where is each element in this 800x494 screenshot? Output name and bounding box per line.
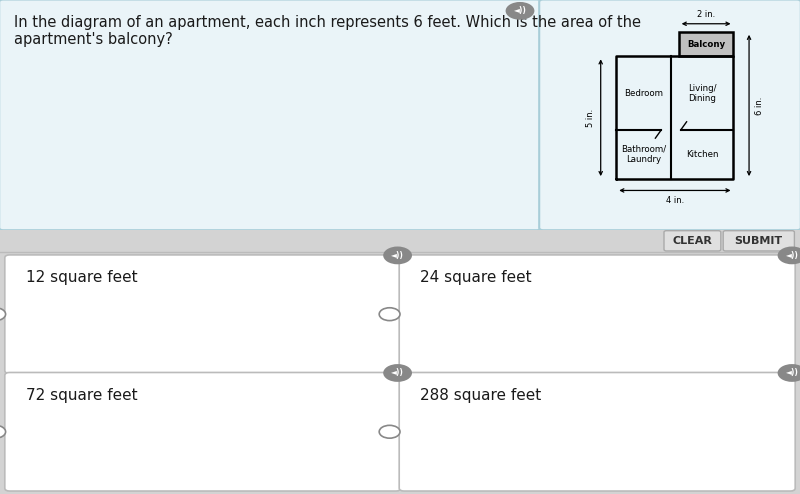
Text: Living/
Dining: Living/ Dining bbox=[688, 83, 717, 103]
FancyBboxPatch shape bbox=[539, 0, 800, 230]
FancyBboxPatch shape bbox=[664, 231, 721, 251]
Circle shape bbox=[0, 308, 6, 321]
Circle shape bbox=[778, 247, 800, 264]
Text: 288 square feet: 288 square feet bbox=[420, 388, 542, 403]
Text: Bathroom/
Laundry: Bathroom/ Laundry bbox=[621, 145, 666, 164]
Text: 2 in.: 2 in. bbox=[697, 10, 715, 19]
Circle shape bbox=[383, 247, 412, 264]
Text: ◄)): ◄)) bbox=[514, 6, 526, 15]
Text: 72 square feet: 72 square feet bbox=[26, 388, 138, 403]
Text: In the diagram of an apartment, each inch represents 6 feet. Which is the area o: In the diagram of an apartment, each inc… bbox=[14, 15, 642, 47]
Text: CLEAR: CLEAR bbox=[673, 236, 712, 246]
FancyBboxPatch shape bbox=[723, 231, 794, 251]
Text: 4 in.: 4 in. bbox=[666, 196, 684, 205]
Text: 6 in.: 6 in. bbox=[755, 96, 764, 115]
Text: SUBMIT: SUBMIT bbox=[734, 236, 783, 246]
Text: ◄)): ◄)) bbox=[786, 251, 798, 260]
FancyBboxPatch shape bbox=[0, 0, 541, 230]
FancyBboxPatch shape bbox=[5, 372, 401, 491]
Text: 24 square feet: 24 square feet bbox=[420, 270, 532, 285]
Text: ◄)): ◄)) bbox=[786, 369, 798, 377]
Bar bbox=[0, 230, 800, 252]
Text: ◄)): ◄)) bbox=[391, 369, 404, 377]
Circle shape bbox=[506, 2, 534, 20]
Text: 12 square feet: 12 square feet bbox=[26, 270, 138, 285]
FancyBboxPatch shape bbox=[5, 255, 401, 373]
Circle shape bbox=[383, 364, 412, 382]
Circle shape bbox=[379, 308, 400, 321]
Circle shape bbox=[0, 425, 6, 438]
Text: Balcony: Balcony bbox=[687, 40, 725, 49]
Text: 5 in.: 5 in. bbox=[586, 109, 595, 127]
Polygon shape bbox=[678, 32, 734, 56]
FancyBboxPatch shape bbox=[399, 372, 795, 491]
Text: Kitchen: Kitchen bbox=[686, 150, 718, 159]
Text: ◄)): ◄)) bbox=[391, 251, 404, 260]
Text: Bedroom: Bedroom bbox=[624, 89, 663, 98]
FancyBboxPatch shape bbox=[399, 255, 795, 373]
Circle shape bbox=[379, 425, 400, 438]
Circle shape bbox=[778, 364, 800, 382]
